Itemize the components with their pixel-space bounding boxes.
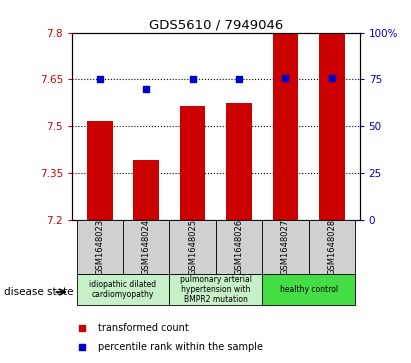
- FancyBboxPatch shape: [123, 220, 169, 274]
- FancyBboxPatch shape: [76, 274, 169, 305]
- Bar: [87, 122, 113, 220]
- Bar: [134, 160, 159, 220]
- Text: idiopathic dilated
cardiomyopathy: idiopathic dilated cardiomyopathy: [90, 280, 157, 299]
- Text: GSM1648026: GSM1648026: [235, 219, 243, 275]
- FancyBboxPatch shape: [216, 220, 262, 274]
- Title: GDS5610 / 7949046: GDS5610 / 7949046: [149, 19, 283, 32]
- Bar: [272, 33, 298, 220]
- Bar: [180, 106, 206, 220]
- Text: disease state: disease state: [4, 287, 74, 297]
- Text: percentile rank within the sample: percentile rank within the sample: [98, 342, 263, 352]
- FancyBboxPatch shape: [262, 220, 309, 274]
- FancyBboxPatch shape: [169, 274, 262, 305]
- Text: pulmonary arterial
hypertension with
BMPR2 mutation: pulmonary arterial hypertension with BMP…: [180, 274, 252, 305]
- Text: transformed count: transformed count: [98, 323, 189, 333]
- Point: [79, 325, 85, 331]
- Point: [79, 344, 85, 350]
- Text: GSM1648027: GSM1648027: [281, 219, 290, 275]
- Text: healthy control: healthy control: [279, 285, 338, 294]
- Text: GSM1648028: GSM1648028: [327, 219, 336, 275]
- FancyBboxPatch shape: [262, 274, 355, 305]
- Bar: [226, 103, 252, 220]
- Text: GSM1648023: GSM1648023: [95, 219, 104, 275]
- Point: [328, 75, 335, 81]
- FancyBboxPatch shape: [76, 220, 123, 274]
- Point: [189, 77, 196, 82]
- FancyBboxPatch shape: [309, 220, 355, 274]
- Text: GSM1648025: GSM1648025: [188, 219, 197, 275]
- Point: [236, 77, 242, 82]
- Point: [143, 86, 150, 92]
- FancyBboxPatch shape: [169, 220, 216, 274]
- Point: [97, 77, 103, 82]
- Bar: [319, 33, 344, 220]
- Point: [282, 76, 289, 81]
- Text: GSM1648024: GSM1648024: [142, 219, 151, 275]
